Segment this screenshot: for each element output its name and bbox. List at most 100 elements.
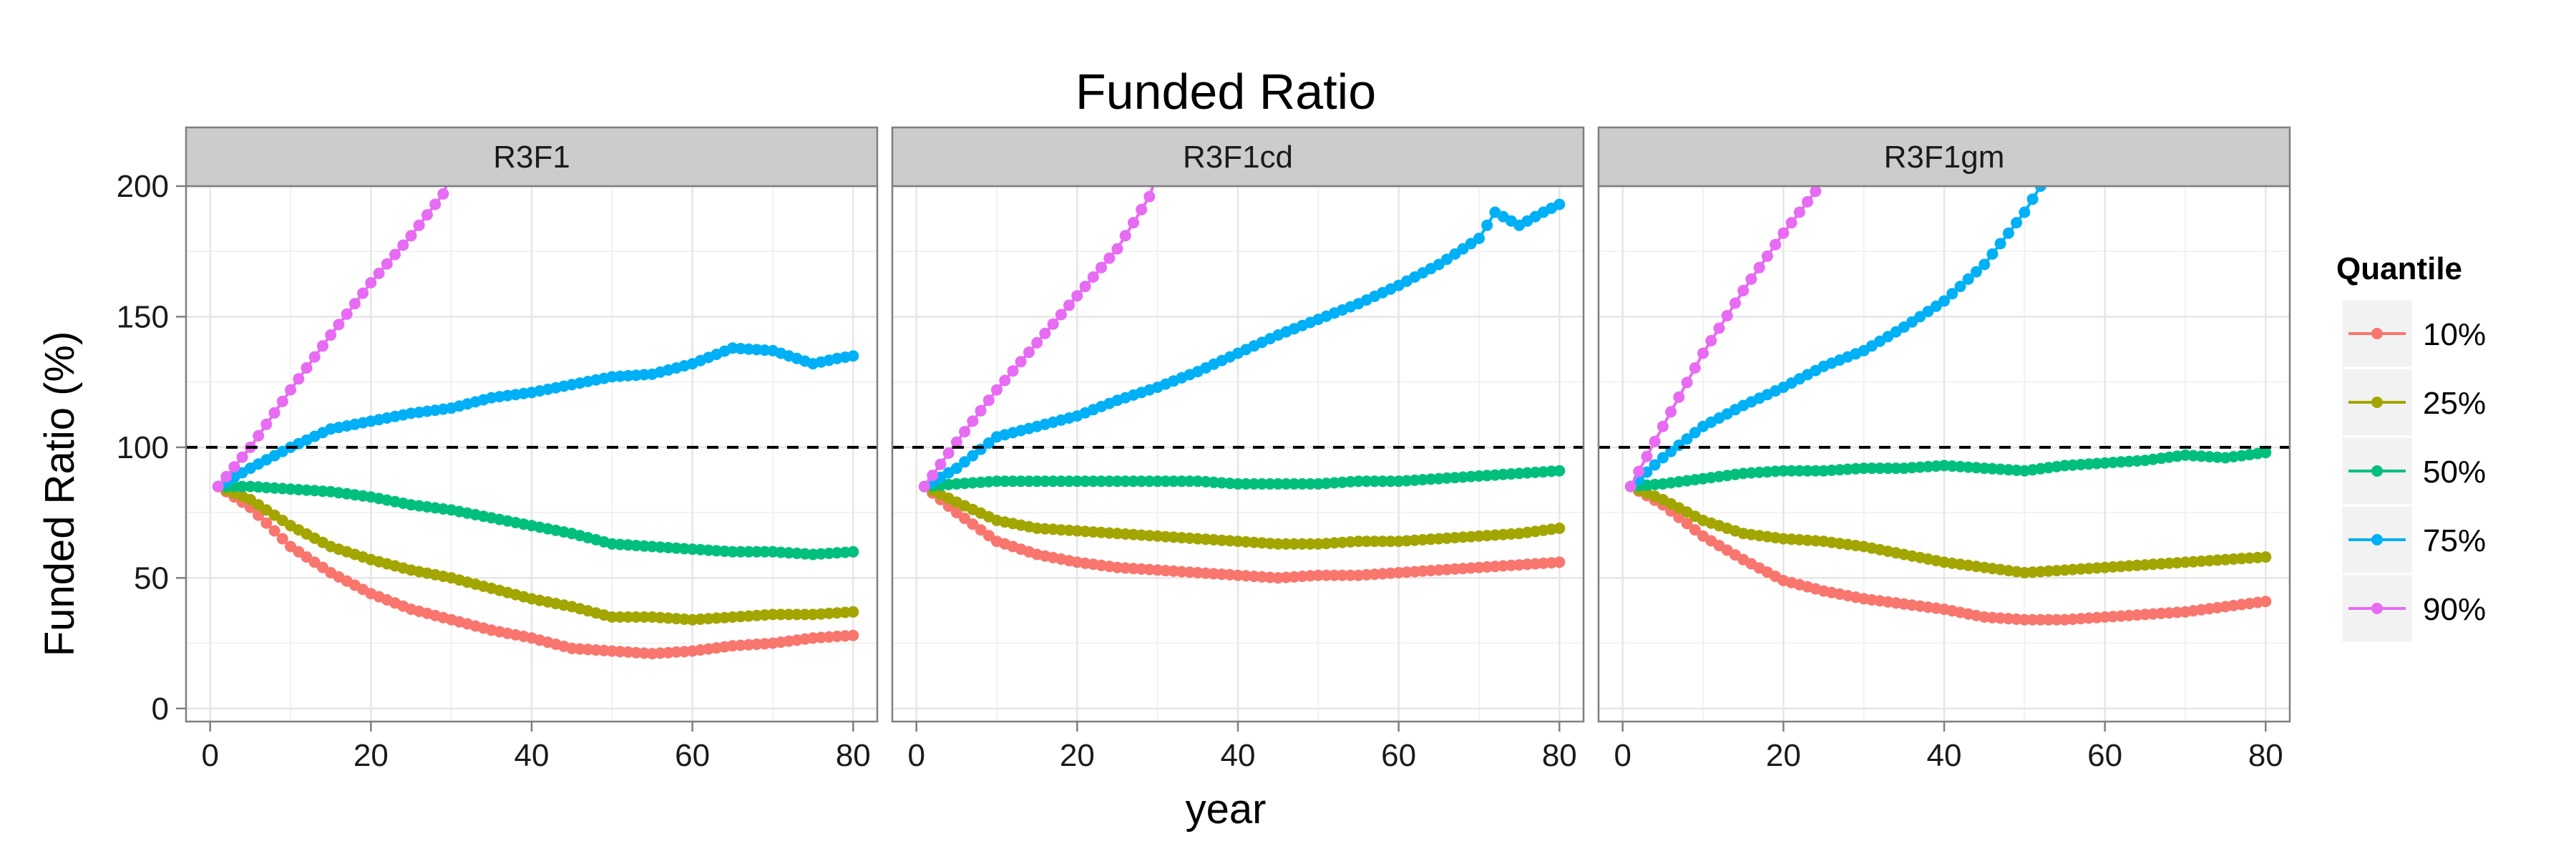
data-point-75pct [1465,238,1477,250]
data-point-90pct [1689,362,1701,374]
data-point-90pct [220,470,233,482]
data-point-90pct [1015,356,1027,368]
facet-strip [891,126,1585,188]
y-tick-label: 0 [152,691,169,727]
data-point-90pct [1624,480,1636,492]
data-point-50pct [1304,478,1317,490]
data-point-50pct [1385,475,1397,487]
data-point-75pct [967,450,979,462]
data-point-50pct [1136,475,1148,487]
data-point-50pct [1151,475,1163,487]
facet-panel-r3f1cd: R3F1cd 0 20 40 60 80 [891,126,1585,773]
data-point-50pct [1296,478,1308,490]
data-point-90pct [1039,327,1051,339]
data-point-50pct [1777,465,1790,477]
data-point-50pct [1264,478,1276,490]
data-point-90pct [1071,290,1083,302]
data-point-75pct [1481,219,1493,231]
data-point-90pct [1657,420,1669,432]
data-point-25pct [1312,538,1324,550]
data-point-50pct [1096,475,1107,487]
data-point-90pct [381,258,393,270]
data-point-75pct [1898,321,1910,333]
data-point-10pct [831,631,843,642]
data-point-90pct [1785,217,1797,229]
data-point-25pct [807,608,819,621]
data-point-25pct [614,611,626,623]
data-point-50pct [654,541,666,553]
y-tick-label: 150 [117,299,169,334]
data-point-25pct [1385,535,1397,548]
data-point-90pct [357,287,369,299]
legend-key-point [2371,465,2383,477]
data-point-50pct [1071,475,1083,487]
data-point-10pct [308,556,321,568]
data-point-25pct [1417,534,1429,545]
x-tick-label: 40 [1221,738,1256,773]
data-point-25pct [1191,533,1204,545]
data-point-90pct [228,461,240,473]
data-point-75pct [2034,186,2046,192]
data-point-25pct [1039,523,1051,535]
data-point-50pct [1882,462,1894,475]
data-point-10pct [1337,569,1348,581]
x-tick-label: 40 [514,738,550,773]
data-point-25pct [1264,538,1276,550]
data-point-50pct [1031,475,1043,487]
data-point-25pct [1337,536,1348,548]
data-point-50pct [630,540,642,552]
data-point-25pct [799,608,811,621]
data-point-50pct [1232,478,1244,490]
data-point-75pct [2026,193,2039,205]
data-point-50pct [758,545,771,558]
data-point-25pct [1119,528,1131,540]
data-point-50pct [260,482,273,494]
data-point-90pct [1770,238,1782,251]
data-point-75pct [1441,253,1453,266]
data-point-50pct [285,483,296,495]
legend-key-point [2371,328,2383,339]
data-point-25pct [1360,535,1372,548]
data-point-50pct [1240,478,1252,490]
data-point-75pct [1962,273,1974,285]
data-point-90pct [918,480,930,492]
legend-title: Quantile [2336,251,2462,286]
data-point-50pct [847,545,859,558]
data-point-10pct [1328,569,1340,581]
data-point-50pct [2067,459,2079,471]
data-point-50pct [1103,475,1116,487]
data-point-50pct [1441,472,1453,484]
data-point-50pct [1802,465,1813,477]
legend-entry-25pct: 25% [2340,367,2486,438]
data-point-90pct [308,351,321,363]
data-point-90pct [1119,230,1131,242]
data-point-25pct [831,607,843,619]
data-point-50pct [1184,475,1196,487]
data-point-75pct [1657,452,1669,464]
data-point-50pct [1280,478,1292,490]
data-point-50pct [236,480,248,492]
data-point-90pct [991,384,1002,396]
data-point-90pct [1753,261,1765,273]
data-point-50pct [1465,470,1477,482]
data-point-90pct [1802,195,1813,208]
data-point-90pct [1128,217,1139,229]
data-point-50pct [1023,475,1035,487]
data-point-25pct [767,608,779,621]
data-point-10pct [268,525,280,537]
data-point-75pct [1979,258,1991,271]
data-point-25pct [1304,538,1317,550]
x-tick-label: 20 [353,738,389,773]
data-point-25pct [1168,531,1180,543]
data-point-10pct [678,646,691,658]
data-point-50pct [1039,475,1051,487]
data-point-50pct [743,545,755,558]
data-point-50pct [1168,475,1180,487]
data-point-90pct [397,239,409,251]
legend-key-point [2371,603,2383,614]
data-point-25pct [791,608,803,621]
x-tick-label: 40 [1927,738,1962,773]
data-point-50pct [1858,462,1870,475]
data-point-10pct [975,524,987,536]
data-point-10pct [1191,567,1204,578]
